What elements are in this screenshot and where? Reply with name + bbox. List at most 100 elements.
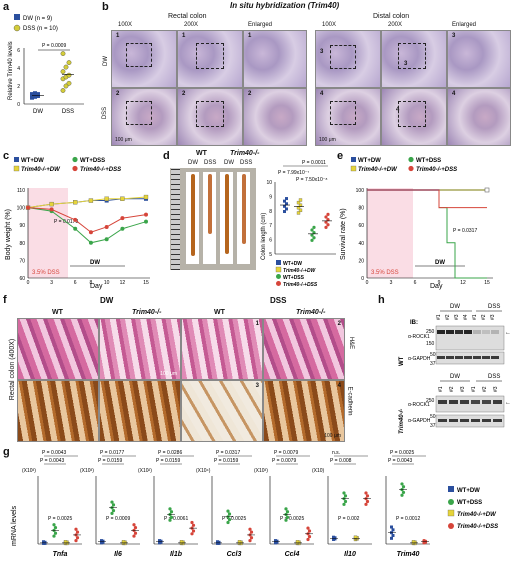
panel-e-ylabel: Survival rate (%) [340, 208, 347, 260]
g-gene-label: Il1b [170, 551, 183, 558]
g-point [53, 525, 58, 530]
d-ytick: 5 [269, 252, 272, 258]
g-point [307, 529, 312, 533]
svg-text:DSS: DSS [488, 374, 500, 380]
g-point [284, 507, 288, 511]
svg-text:DSS: DSS [488, 304, 500, 310]
c-xtick: 10 [104, 280, 110, 286]
d-point [283, 199, 286, 203]
ish-distal-dw-100x: 3 [315, 30, 381, 88]
h-ko-gapdh-band [438, 419, 447, 422]
d-point [285, 197, 288, 201]
panel-d-ylabel: Colon length (cm) [261, 213, 267, 260]
a-point-dw [30, 95, 34, 100]
svg-text:50: 50 [430, 414, 436, 420]
c-point [26, 205, 30, 210]
d-point [312, 225, 316, 229]
g-point [248, 527, 252, 531]
rectal-colon-label: Rectal colon [168, 13, 207, 20]
c-point [49, 207, 54, 212]
a-point-dw [33, 91, 37, 96]
g-point [132, 534, 136, 538]
g-pvalue: P = 0.0159 [214, 458, 238, 464]
g-pvalue: P = 0.0177 [100, 450, 124, 456]
ish-distal-dss-200x: 4 [381, 88, 447, 146]
g-point [390, 525, 393, 529]
svg-text:Trim40-/-: Trim40-/- [399, 409, 405, 434]
d-point [310, 233, 314, 237]
d-point [326, 223, 330, 227]
c-point [120, 216, 125, 221]
g-point [295, 540, 300, 544]
ish-distal-dw-200x: 3 [381, 30, 447, 88]
h-wt-gapdh-band [482, 356, 490, 359]
ecad-dw-ko [99, 380, 181, 442]
c-point [73, 226, 78, 231]
panel-d-legend: WT+DW Trim40-/-+DW WT+DSS Trim40-/-+DSS [275, 260, 318, 288]
d-point [324, 220, 328, 224]
h-ko-rock-band [460, 400, 469, 404]
svg-text:0: 0 [17, 102, 20, 108]
e-ytick: 100 [356, 188, 365, 194]
g-pvalue: P = 0.0317 [216, 450, 240, 456]
he-dw-wt [17, 318, 99, 380]
g-point [191, 529, 196, 533]
h-ko-lane-label: #1 [471, 386, 477, 392]
d-point [324, 215, 328, 219]
g-point [111, 503, 116, 507]
panel-g-chart: mRNA levels (X10³) Tnfa P = 0.0043 P = 0.00… [11, 450, 498, 558]
g-point [342, 502, 346, 506]
g-point [227, 512, 232, 516]
svg-text:37: 37 [430, 423, 436, 429]
c-ytick: 90 [19, 223, 25, 229]
h-ko-rock-band [482, 400, 491, 404]
g-pvalue: P = 0.0079 [274, 450, 298, 456]
g-point [168, 507, 172, 511]
e-xtick: 3 [390, 280, 393, 286]
e-ytick: 60 [358, 223, 364, 229]
g-point [249, 530, 254, 534]
h-ko-gapdh-band [460, 419, 469, 422]
g-scale-label: (X10³) [254, 468, 268, 474]
ish-rectal-dw-200x: 1 [177, 30, 243, 88]
panel-a-ylabel: Relative Trim40 levels [8, 41, 14, 100]
g-gene-label: Il10 [344, 551, 356, 558]
g-point [307, 535, 312, 539]
c-point [120, 226, 125, 231]
svg-text:IB:: IB: [410, 320, 418, 326]
g-point [401, 490, 406, 495]
svg-text:DW: DW [450, 374, 460, 380]
c-point [104, 196, 109, 201]
g-point [168, 518, 172, 522]
h-ko-gapdh-band [449, 419, 458, 422]
a-point-dw [36, 93, 40, 98]
c-point [88, 230, 93, 235]
svg-text:Trim40-/-+DSS: Trim40-/-+DSS [283, 282, 318, 288]
g-point [133, 531, 138, 535]
c-ytick: 70 [19, 258, 25, 264]
g-point [332, 535, 335, 539]
ecad-dw-wt [17, 380, 99, 442]
h-wt-rock-band [446, 330, 454, 334]
g-point [100, 539, 103, 543]
d-point [312, 236, 316, 240]
c-xtick: 6 [74, 280, 77, 286]
h-ko-gapdh-band [493, 419, 502, 422]
h-ko-lane-label: #1 [438, 386, 444, 392]
a-point-dss [60, 51, 66, 56]
h-wt-gapdh-band [491, 356, 499, 359]
panel-a-chart: DW (n = 9) DSS (n = 10) Relative Trim40 … [8, 14, 84, 115]
svg-text:WT+DSS: WT+DSS [283, 275, 305, 281]
rectal-colon-400x-label: Rectal colon (400X) [9, 338, 17, 401]
h-ko-lane-label: #2 [449, 386, 455, 392]
h-wt-gapdh-band [446, 356, 454, 359]
ish-rectal-dw-enlarged: 1 [243, 30, 307, 88]
svg-text:4: 4 [17, 66, 20, 72]
g-point [391, 528, 395, 532]
d-point [283, 210, 286, 214]
g-pvalue: P = 0.002 [338, 516, 360, 522]
panel-h-blots: IB: WT Trim40-/- DW DSS #1 #2 #3 #4 #1 #2 #3 α… [399, 304, 511, 434]
c-ytick: 110 [17, 188, 25, 194]
c-point [144, 212, 148, 217]
svg-text:←: ← [505, 400, 511, 406]
